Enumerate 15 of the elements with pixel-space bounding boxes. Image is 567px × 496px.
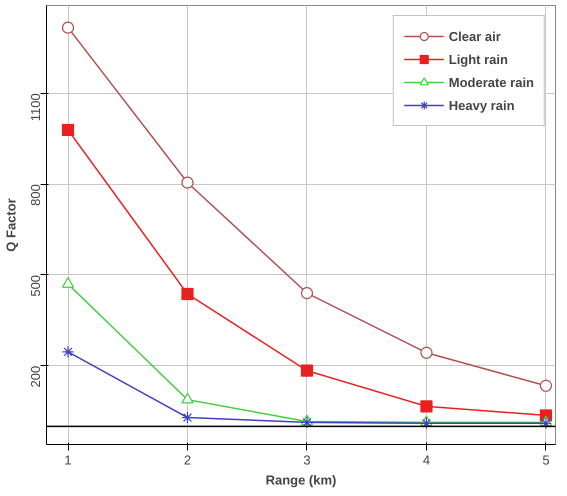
x-axis-title: Range (km) <box>266 472 336 488</box>
y-tick-label: 200 <box>28 366 43 388</box>
x-tick-label: 2 <box>184 452 192 468</box>
y-tick-label: 500 <box>28 274 43 297</box>
x-tick-label: 4 <box>422 452 430 468</box>
legend-label: Light rain <box>448 52 508 66</box>
legend-label: Clear air <box>448 28 501 44</box>
y-tick-label: 800 <box>28 184 43 206</box>
x-tick-label: 1 <box>64 452 72 468</box>
legend-label: Heavy rain <box>448 98 515 112</box>
x-tick-label: 3 <box>303 452 311 468</box>
y-axis-title: Q Factor <box>4 198 18 252</box>
legend-label: Moderate rain <box>448 74 534 90</box>
x-tick-label: 5 <box>542 452 550 468</box>
y-tick-label: 1100 <box>28 93 43 122</box>
